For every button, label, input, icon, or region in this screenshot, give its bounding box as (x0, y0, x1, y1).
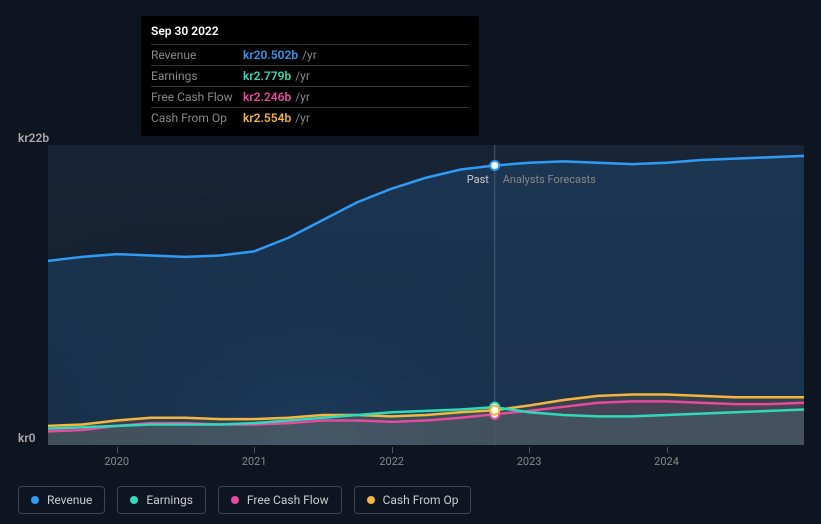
y-axis-label: kr0 (18, 431, 36, 445)
legend-label: Revenue (47, 493, 92, 507)
legend-label: Free Cash Flow (247, 493, 329, 507)
legend-swatch (231, 496, 239, 504)
tooltip-row: Earningskr2.779b/yr (151, 65, 469, 86)
x-tick-mark (117, 447, 118, 453)
legend-swatch (130, 496, 138, 504)
tooltip-row: Revenuekr20.502b/yr (151, 44, 469, 65)
x-tick-mark (254, 447, 255, 453)
tooltip-metric-unit: /yr (302, 48, 317, 62)
legend-swatch (31, 496, 39, 504)
tooltip-metric-value: kr2.554b (243, 111, 291, 125)
tooltip-metric-unit: /yr (295, 69, 310, 83)
tooltip-metric-unit: /yr (295, 90, 310, 104)
chart-legend: Revenue Earnings Free Cash Flow Cash From O… (18, 486, 471, 514)
legend-item-revenue[interactable]: Revenue (18, 486, 105, 514)
x-tick-mark (667, 447, 668, 453)
x-axis-label: 2024 (654, 455, 679, 468)
x-axis-label: 2023 (517, 455, 542, 468)
legend-swatch (367, 496, 375, 504)
y-axis-label: kr22b (18, 131, 49, 145)
past-label: Past (467, 173, 489, 186)
tooltip-metric-value: kr2.246b (243, 90, 291, 104)
legend-label: Cash From Op (383, 493, 459, 507)
legend-item-cash-from-op[interactable]: Cash From Op (354, 486, 472, 514)
x-axis-label: 2021 (242, 455, 267, 468)
tooltip-metric-value: kr20.502b (243, 48, 298, 62)
x-tick-mark (392, 447, 393, 453)
legend-item-earnings[interactable]: Earnings (117, 486, 206, 514)
x-axis: 2020 2021 2022 2023 2024 (48, 447, 804, 467)
forecast-label: Analysts Forecasts (503, 173, 596, 186)
x-tick-mark (529, 447, 530, 453)
tooltip-date: Sep 30 2022 (151, 24, 469, 44)
chart-plot-area[interactable]: Past Analysts Forecasts (48, 145, 804, 445)
tooltip-metric-label: Free Cash Flow (151, 90, 243, 104)
chart-tooltip: Sep 30 2022 Revenuekr20.502b/yrEarningsk… (141, 16, 479, 136)
x-axis-label: 2022 (379, 455, 404, 468)
tooltip-metric-label: Revenue (151, 48, 243, 62)
tooltip-row: Free Cash Flowkr2.246b/yr (151, 86, 469, 107)
legend-item-free-cash-flow[interactable]: Free Cash Flow (218, 486, 342, 514)
tooltip-metric-label: Cash From Op (151, 111, 243, 125)
legend-label: Earnings (146, 493, 193, 507)
tooltip-metric-value: kr2.779b (243, 69, 291, 83)
tooltip-metric-unit: /yr (295, 111, 310, 125)
tooltip-metric-label: Earnings (151, 69, 243, 83)
financial-chart: kr22b kr0 Past Analysts Forecasts 2020 2021… (18, 125, 804, 465)
x-axis-label: 2020 (104, 455, 129, 468)
